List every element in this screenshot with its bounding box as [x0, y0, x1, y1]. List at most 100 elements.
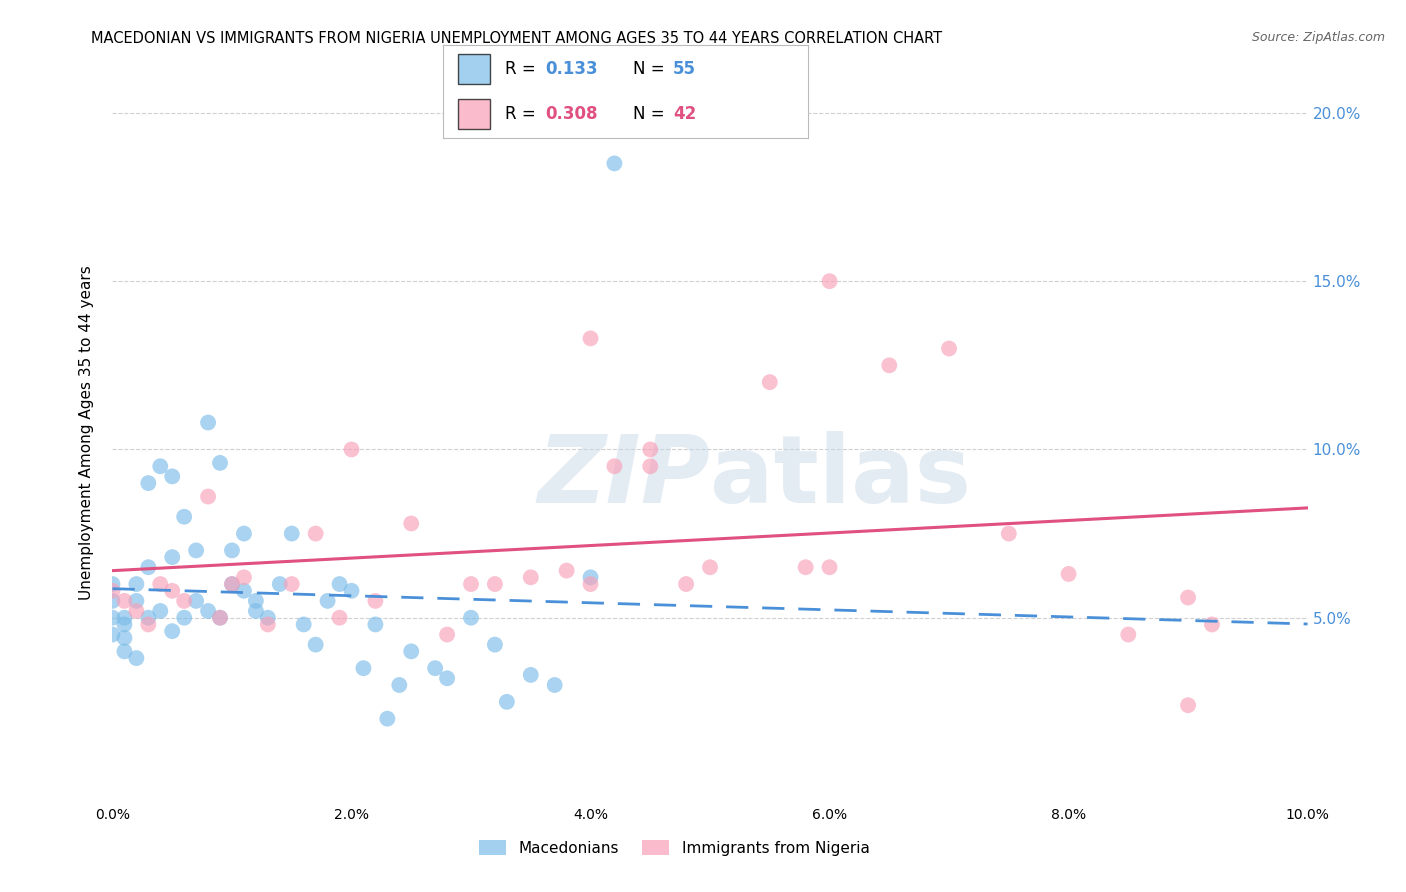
Point	[101, 610, 124, 624]
Legend: Macedonians, Immigrants from Nigeria: Macedonians, Immigrants from Nigeria	[472, 834, 876, 862]
Point	[579, 577, 602, 591]
FancyBboxPatch shape	[457, 99, 491, 129]
Point	[162, 583, 183, 598]
Text: 0.133: 0.133	[546, 60, 598, 78]
Text: R =: R =	[505, 105, 541, 123]
Point	[173, 610, 195, 624]
Point	[138, 610, 160, 624]
Point	[305, 526, 328, 541]
Point	[197, 416, 219, 430]
Point	[436, 627, 458, 641]
Point	[281, 526, 304, 541]
Point	[640, 442, 662, 457]
Point	[340, 442, 363, 457]
Point	[197, 490, 219, 504]
Point	[149, 459, 172, 474]
Point	[794, 560, 817, 574]
Point	[364, 594, 387, 608]
Point	[162, 550, 183, 565]
Point	[401, 644, 423, 658]
Point	[125, 577, 148, 591]
Point	[101, 583, 124, 598]
Point	[1118, 627, 1140, 641]
Point	[818, 560, 841, 574]
Point	[221, 577, 243, 591]
Point	[377, 712, 399, 726]
Point	[1177, 698, 1199, 713]
Point	[162, 469, 183, 483]
Point	[938, 342, 960, 356]
Text: MACEDONIAN VS IMMIGRANTS FROM NIGERIA UNEMPLOYMENT AMONG AGES 35 TO 44 YEARS COR: MACEDONIAN VS IMMIGRANTS FROM NIGERIA UN…	[91, 31, 942, 46]
Point	[579, 570, 602, 584]
Point	[460, 610, 482, 624]
Point	[640, 459, 662, 474]
Point	[316, 594, 339, 608]
Point	[162, 624, 183, 639]
Point	[257, 617, 280, 632]
Point	[125, 594, 148, 608]
Text: atlas: atlas	[710, 431, 972, 523]
Point	[233, 526, 256, 541]
Point	[138, 617, 160, 632]
Text: 42: 42	[673, 105, 696, 123]
Point	[221, 543, 243, 558]
Point	[114, 644, 135, 658]
Point	[173, 509, 195, 524]
Point	[149, 577, 172, 591]
Text: 55: 55	[673, 60, 696, 78]
Point	[759, 375, 782, 389]
Point	[436, 671, 458, 685]
Point	[221, 577, 243, 591]
Point	[1201, 617, 1223, 632]
Point	[603, 459, 626, 474]
Text: ZIP: ZIP	[537, 431, 710, 523]
Text: R =: R =	[505, 60, 541, 78]
Point	[879, 359, 901, 373]
Point	[460, 577, 482, 591]
Point	[364, 617, 387, 632]
Point	[998, 526, 1021, 541]
Point	[138, 560, 160, 574]
Point	[125, 604, 148, 618]
Point	[329, 610, 352, 624]
Point	[579, 331, 602, 345]
Point	[114, 631, 135, 645]
Text: Source: ZipAtlas.com: Source: ZipAtlas.com	[1251, 31, 1385, 45]
Point	[149, 604, 172, 618]
Point	[233, 570, 256, 584]
Point	[197, 604, 219, 618]
Point	[329, 577, 352, 591]
Point	[543, 678, 565, 692]
Point	[484, 638, 506, 652]
Point	[114, 594, 135, 608]
Point	[209, 456, 232, 470]
Point	[233, 583, 256, 598]
Text: 0.308: 0.308	[546, 105, 598, 123]
Point	[245, 594, 267, 608]
Text: N =: N =	[633, 105, 669, 123]
Point	[101, 577, 124, 591]
FancyBboxPatch shape	[457, 54, 491, 84]
Point	[1057, 566, 1080, 581]
Point	[520, 668, 543, 682]
Point	[388, 678, 411, 692]
Point	[114, 610, 135, 624]
Y-axis label: Unemployment Among Ages 35 to 44 years: Unemployment Among Ages 35 to 44 years	[79, 265, 94, 600]
Point	[269, 577, 291, 591]
Point	[101, 627, 124, 641]
Point	[425, 661, 447, 675]
Text: N =: N =	[633, 60, 669, 78]
Point	[114, 617, 135, 632]
Point	[1177, 591, 1199, 605]
Point	[818, 274, 841, 288]
Point	[484, 577, 506, 591]
Point	[520, 570, 543, 584]
Point	[257, 610, 280, 624]
Point	[496, 695, 519, 709]
Point	[209, 610, 232, 624]
Point	[138, 476, 160, 491]
Point	[186, 594, 208, 608]
Point	[353, 661, 375, 675]
Point	[340, 583, 363, 598]
Point	[675, 577, 697, 591]
